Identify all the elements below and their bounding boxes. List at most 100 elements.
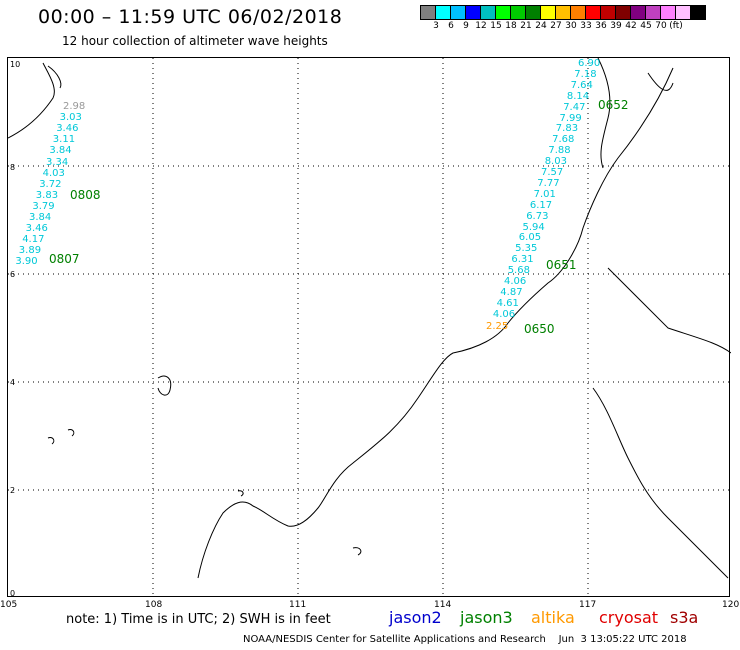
color-scale-label: (ft) xyxy=(669,21,683,31)
color-scale-label: 30 xyxy=(565,21,577,31)
svg-text:8: 8 xyxy=(10,163,15,172)
svg-text:4: 4 xyxy=(10,378,15,387)
swh-value-track-0808: 3.89 xyxy=(18,245,42,257)
color-scale-label: 33 xyxy=(580,21,592,31)
color-scale-label: 39 xyxy=(610,21,622,31)
swh-value-track-0808: 3.46 xyxy=(25,223,48,235)
island-small-4 xyxy=(237,490,244,497)
svg-text:0: 0 xyxy=(10,589,15,598)
chart-subtitle: 12 hour collection of altimeter wave hei… xyxy=(62,34,328,48)
color-swatch xyxy=(420,5,436,20)
legend-jason3: jason3 xyxy=(460,608,513,627)
coastline xyxy=(8,58,731,579)
coast-philippines-north xyxy=(647,72,674,91)
island-small-2 xyxy=(67,429,75,437)
x-tick-120: 120 xyxy=(722,600,740,610)
coast-philippines-west xyxy=(597,58,611,169)
color-scale-label: 6 xyxy=(448,21,454,31)
swh-value-track-0652: 7.01 xyxy=(533,188,556,200)
coast-malay-peninsula xyxy=(8,62,55,139)
x-tick-117: 117 xyxy=(579,600,597,610)
color-scale-label: 18 xyxy=(505,21,517,31)
legend-jason2: jason2 xyxy=(389,608,442,627)
swh-value-track-0652: 6.90 xyxy=(578,58,601,69)
color-swatch xyxy=(435,5,451,20)
swh-value-track-0808: 2.98 xyxy=(63,101,86,112)
swh-value-track-0652: 5.35 xyxy=(515,243,538,255)
swh-value-track-0652: 6.05 xyxy=(518,232,542,244)
wave-height-color-scale xyxy=(420,5,706,20)
swh-value-track-0652: 7.83 xyxy=(555,123,579,135)
color-scale-label: 36 xyxy=(595,21,607,31)
x-tick-108: 108 xyxy=(145,600,163,610)
color-swatch xyxy=(660,5,676,20)
color-swatch xyxy=(570,5,586,20)
swh-value-track-0808: 3.34 xyxy=(46,156,69,168)
svg-text:2: 2 xyxy=(10,486,15,495)
swh-value-track-0652: 6.73 xyxy=(526,210,549,222)
coast-borneo xyxy=(197,67,674,579)
swh-value-track-0652: 4.06 xyxy=(492,308,516,320)
color-scale-label: 15 xyxy=(490,21,502,31)
swh-value-track-0652: 7.47 xyxy=(563,101,586,113)
coast-sulawesi xyxy=(592,387,729,579)
color-scale-label: 45 xyxy=(640,21,652,31)
swh-value-track-0808: 3.84 xyxy=(49,145,72,157)
swh-value-track-0808: 3.46 xyxy=(56,123,79,135)
pass-time-label-0807: 0807 xyxy=(49,252,80,266)
credit-line: NOAA/NESDIS Center for Satellite Applica… xyxy=(243,634,687,645)
color-swatch xyxy=(495,5,511,20)
track-values-layer: 2.98 3.03 3.46 3.11 3.84 3.34 4.03 3.72 3.83 3.79… xyxy=(8,58,731,598)
legend-altika: altika xyxy=(531,608,575,627)
color-scale-label: 24 xyxy=(535,21,547,31)
island-small-3 xyxy=(352,547,362,556)
pass-time-label-0651: 0651 xyxy=(546,258,577,272)
swh-value-track-0652: 7.77 xyxy=(537,177,560,189)
pass-time-label-0652: 0652 xyxy=(598,98,629,112)
color-swatch xyxy=(465,5,481,20)
color-swatch xyxy=(480,5,496,20)
swh-value-track-0652: 6.31 xyxy=(511,254,534,266)
color-scale-label: 12 xyxy=(475,21,487,31)
color-swatch xyxy=(525,5,541,20)
swh-value-track-0808: 3.79 xyxy=(32,200,55,212)
pass-time-label-0808: 0808 xyxy=(70,188,101,202)
swh-value-track-0808: 3.03 xyxy=(59,112,82,124)
swh-value-track-0652: 8.03 xyxy=(544,156,567,168)
color-swatch xyxy=(585,5,601,20)
color-swatch xyxy=(510,5,526,20)
swh-value-track-0652: 7.88 xyxy=(548,145,571,157)
swh-value-track-0808: 4.03 xyxy=(42,167,65,179)
pass-time-label-0650: 0650 xyxy=(524,322,555,336)
color-scale-label: 3 xyxy=(433,21,439,31)
color-swatch xyxy=(615,5,631,20)
swh-value-track-0808: 3.83 xyxy=(35,189,59,201)
swh-value-track-0652: 5.94 xyxy=(522,221,545,233)
svg-text:10: 10 xyxy=(10,60,20,69)
swh-value-track-0652: 4.87 xyxy=(500,286,523,298)
color-swatch xyxy=(675,5,691,20)
x-tick-111: 111 xyxy=(289,600,307,610)
swh-value-track-0808: 3.90 xyxy=(15,256,38,268)
swh-value-track-0652: 6.17 xyxy=(529,199,553,211)
color-swatch xyxy=(630,5,646,20)
swh-value-track-0808: 3.11 xyxy=(52,134,76,146)
color-swatch xyxy=(450,5,466,20)
swh-value-track-0652: 4.06 xyxy=(504,276,527,287)
swh-value-track-0808: 3.84 xyxy=(29,212,52,223)
swh-value-track-0652: 7.68 xyxy=(552,134,575,146)
swh-value-track-0652: 8.14 xyxy=(566,90,590,102)
swh-value-track-0652: 4.61 xyxy=(496,297,519,309)
swh-value-track-0652: 7.18 xyxy=(574,68,597,80)
color-scale-label: 42 xyxy=(625,21,637,31)
color-scale-label: 9 xyxy=(463,21,469,31)
map-svg: 10 8 6 4 2 0 xyxy=(8,58,731,598)
svg-text:6: 6 xyxy=(10,270,15,279)
island-small-1 xyxy=(47,437,55,445)
chart-title: 00:00 – 11:59 UTC 06/02/2018 xyxy=(38,6,343,28)
color-swatch xyxy=(645,5,661,20)
swh-value-track-0652: 7.64 xyxy=(570,79,593,91)
color-swatch xyxy=(600,5,616,20)
swh-value-track-0808: 4.17 xyxy=(22,234,45,246)
